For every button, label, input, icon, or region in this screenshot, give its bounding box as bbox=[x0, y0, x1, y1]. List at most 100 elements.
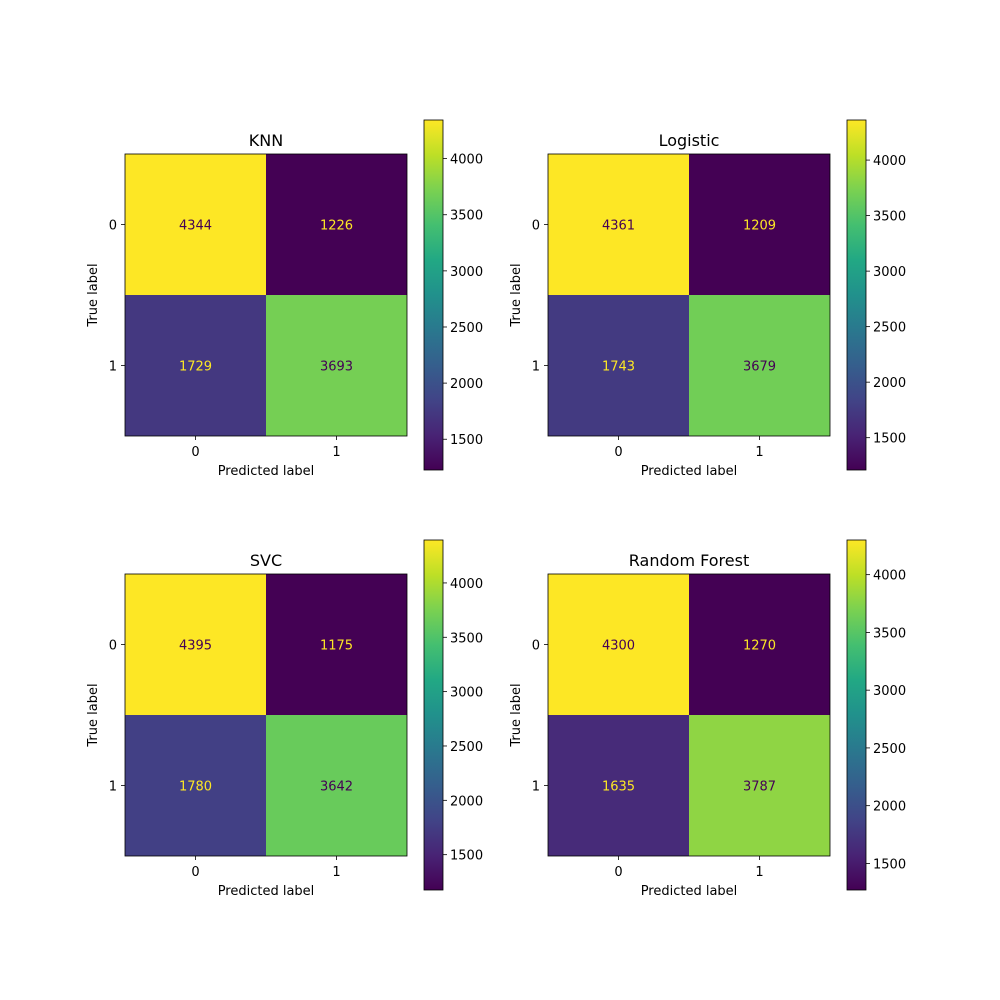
colorbar-tick-label: 2000 bbox=[450, 377, 483, 392]
matrix-cell bbox=[125, 715, 266, 856]
axes-frame bbox=[124, 573, 408, 857]
matrix-cell bbox=[266, 295, 407, 436]
colorbar-tick-label: 1500 bbox=[873, 432, 906, 447]
cell-value-label: 3693 bbox=[320, 360, 353, 375]
colorbar-tick-label: 2500 bbox=[873, 321, 906, 336]
x-tick-label: 0 bbox=[614, 445, 622, 460]
colorbar-tick-label: 3500 bbox=[873, 626, 906, 641]
colorbar-tick-label: 3500 bbox=[450, 209, 483, 224]
colorbar-gradient bbox=[423, 119, 444, 471]
colorbar-tick-label: 3000 bbox=[450, 686, 483, 701]
panel-title: KNN bbox=[249, 131, 283, 150]
panel-title: Logistic bbox=[659, 131, 720, 150]
colorbar-tick-label: 3000 bbox=[873, 265, 906, 280]
colorbar: 1500 2000 2500 3000 3500 4000 bbox=[846, 539, 906, 891]
cell-value-label: 1270 bbox=[743, 639, 776, 654]
y-tick-label: 0 bbox=[532, 639, 540, 654]
colorbar-tick-label: 2500 bbox=[450, 321, 483, 336]
cell-value-label: 3642 bbox=[320, 780, 353, 795]
matrix-cell bbox=[266, 154, 407, 295]
matrix-cell bbox=[548, 715, 689, 856]
matrix-cell bbox=[125, 574, 266, 715]
colorbar-tick-label: 3000 bbox=[873, 684, 906, 699]
colorbar-tick-label: 4000 bbox=[450, 577, 483, 592]
x-axis-label: Predicted label bbox=[641, 464, 738, 479]
colorbar-tick-label: 2500 bbox=[873, 742, 906, 757]
colorbar-gradient bbox=[846, 119, 867, 471]
panel-title: Random Forest bbox=[629, 551, 749, 570]
cell-value-label: 1226 bbox=[320, 219, 353, 234]
matrix-cell bbox=[266, 715, 407, 856]
x-tick-label: 0 bbox=[191, 445, 199, 460]
x-axis-label: Predicted label bbox=[218, 884, 315, 899]
y-tick-label: 1 bbox=[109, 780, 117, 795]
matrix-cell bbox=[548, 154, 689, 295]
y-tick-label: 1 bbox=[532, 780, 540, 795]
cell-value-label: 4300 bbox=[602, 639, 635, 654]
axes-frame bbox=[547, 573, 831, 857]
y-tick-label: 0 bbox=[109, 639, 117, 654]
matrix-cell bbox=[266, 574, 407, 715]
colorbar-tick-label: 1500 bbox=[873, 857, 906, 872]
x-tick-label: 1 bbox=[755, 445, 763, 460]
matrix-cell bbox=[689, 154, 830, 295]
matrix-cell bbox=[125, 295, 266, 436]
cell-value-label: 3679 bbox=[743, 360, 776, 375]
confusion-matrix-panel: 4300 1270 1635 3787 Random Forest 0 1 0 1 Predict… bbox=[509, 539, 906, 899]
cell-value-label: 4395 bbox=[179, 639, 212, 654]
colorbar: 1500 2000 2500 3000 3500 4000 bbox=[423, 119, 483, 471]
matrix-cell bbox=[689, 715, 830, 856]
colorbar-tick-label: 1500 bbox=[450, 849, 483, 864]
colorbar-tick-label: 4000 bbox=[873, 569, 906, 584]
cell-value-label: 1635 bbox=[602, 780, 635, 795]
x-tick-label: 0 bbox=[191, 865, 199, 880]
colorbar-tick-label: 1500 bbox=[450, 433, 483, 448]
colorbar-tick-label: 3500 bbox=[450, 631, 483, 646]
colorbar: 1500 2000 2500 3000 3500 4000 bbox=[423, 539, 483, 891]
confusion-matrix-panel: 4344 1226 1729 3693 KNN 0 1 0 1 Predicted label Tr… bbox=[86, 119, 483, 479]
axes-frame bbox=[124, 153, 408, 437]
colorbar-gradient bbox=[423, 539, 444, 891]
x-axis-label: Predicted label bbox=[641, 884, 738, 899]
colorbar-tick-label: 4000 bbox=[873, 154, 906, 169]
colorbar-tick-label: 4000 bbox=[450, 153, 483, 168]
cell-value-label: 4344 bbox=[179, 219, 212, 234]
colorbar-tick-label: 3500 bbox=[873, 210, 906, 225]
cell-value-label: 1209 bbox=[743, 219, 776, 234]
axes-frame bbox=[547, 153, 831, 437]
confusion-matrix-panel: 4361 1209 1743 3679 Logistic 0 1 0 1 Predicted la… bbox=[509, 119, 906, 479]
cell-value-label: 1743 bbox=[602, 360, 635, 375]
y-axis-label: True label bbox=[509, 683, 524, 747]
x-tick-label: 1 bbox=[332, 445, 340, 460]
colorbar-tick-label: 2000 bbox=[873, 376, 906, 391]
y-tick-label: 0 bbox=[109, 219, 117, 234]
x-tick-label: 0 bbox=[614, 865, 622, 880]
y-axis-label: True label bbox=[86, 683, 101, 747]
matrix-cell bbox=[125, 154, 266, 295]
colorbar-tick-label: 2000 bbox=[873, 800, 906, 815]
colorbar-tick-label: 2500 bbox=[450, 740, 483, 755]
colorbar-tick-label: 3000 bbox=[450, 265, 483, 280]
colorbar-tick-label: 2000 bbox=[450, 794, 483, 809]
x-axis-label: Predicted label bbox=[218, 464, 315, 479]
matrix-cell bbox=[689, 574, 830, 715]
x-tick-label: 1 bbox=[755, 865, 763, 880]
matrix-cell bbox=[689, 295, 830, 436]
colorbar: 1500 2000 2500 3000 3500 4000 bbox=[846, 119, 906, 471]
confusion-matrix-panel: 4395 1175 1780 3642 SVC 0 1 0 1 Predicted label Tr… bbox=[86, 539, 483, 899]
matrix-cell bbox=[548, 295, 689, 436]
y-tick-label: 1 bbox=[532, 360, 540, 375]
cell-value-label: 1780 bbox=[179, 780, 212, 795]
y-tick-label: 1 bbox=[109, 360, 117, 375]
cell-value-label: 4361 bbox=[602, 219, 635, 234]
matrix-cell bbox=[548, 574, 689, 715]
y-tick-label: 0 bbox=[532, 219, 540, 234]
y-axis-label: True label bbox=[509, 263, 524, 327]
cell-value-label: 1175 bbox=[320, 639, 353, 654]
y-axis-label: True label bbox=[86, 263, 101, 327]
cell-value-label: 3787 bbox=[743, 780, 776, 795]
colorbar-gradient bbox=[846, 539, 867, 891]
cell-value-label: 1729 bbox=[179, 360, 212, 375]
x-tick-label: 1 bbox=[332, 865, 340, 880]
